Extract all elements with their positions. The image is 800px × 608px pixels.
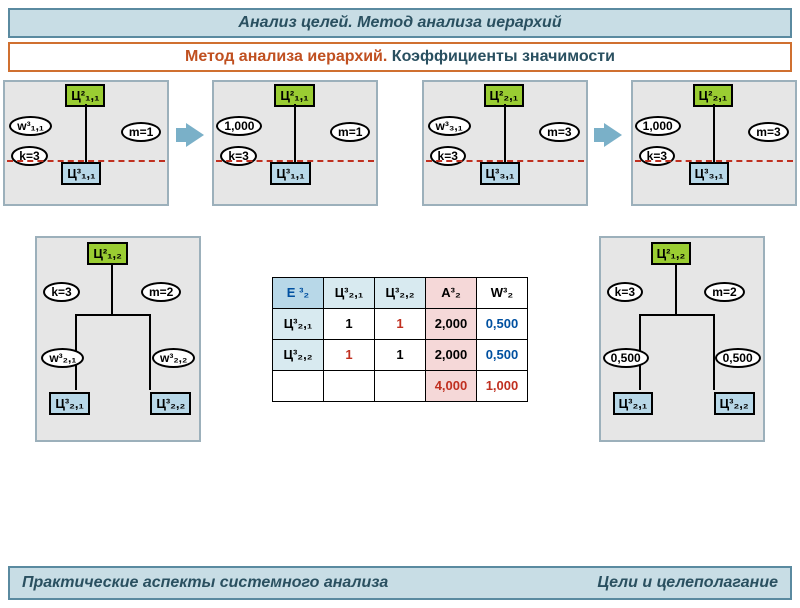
k-oval: k=3: [220, 146, 256, 166]
matrix-rh0: Ц³₂,₁: [272, 308, 323, 339]
matrix-h4: W³₂: [476, 277, 527, 308]
cell: 1: [323, 339, 374, 370]
title-bar: Анализ целей. Метод анализа иерархий: [8, 8, 792, 38]
footer-left: Практические аспекты системного анализа: [22, 574, 388, 592]
cell: 1: [323, 308, 374, 339]
cell: 1,000: [476, 370, 527, 401]
k-oval: k=3: [607, 282, 643, 302]
node-br: Ц³₂,₂: [150, 392, 191, 415]
m-oval: m=1: [330, 122, 370, 142]
node-bottom: Ц³₁,₁: [270, 162, 310, 185]
footer-bar: Практические аспекты системного анализа …: [8, 566, 792, 600]
k-oval: k=3: [11, 146, 47, 166]
node-bottom: Ц³₃,₁: [480, 162, 521, 185]
w-oval: w³₃,₁: [428, 116, 471, 136]
cell: 0,500: [476, 308, 527, 339]
wr-oval: w³₂,₂: [152, 348, 195, 368]
cell: [323, 370, 374, 401]
m-oval: m=2: [141, 282, 181, 302]
cell: 1: [374, 339, 425, 370]
w-oval: w³₁,₁: [9, 116, 52, 136]
footer-right: Цели и целеполагание: [597, 574, 778, 592]
panel-tree-left: Ц²₁,₂ k=3 m=2 w³₂,₁ w³₂,₂ Ц³₂,₁ Ц³₂,₂: [35, 236, 201, 442]
matrix-h3: A³₂: [425, 277, 476, 308]
arrow-icon: [604, 123, 622, 147]
wl-oval: w³₂,₁: [41, 348, 84, 368]
panel-1: Ц²₁,₁ w³₁,₁ m=1 k=3 Ц³₁,₁: [3, 80, 169, 206]
node-top: Ц²₁,₂: [87, 242, 128, 265]
wr-oval: 0,500: [715, 348, 761, 368]
comparison-matrix: E ³₂ Ц³₂,₁ Ц³₂,₂ A³₂ W³₂ Ц³₂,₁ 1 1 2,000…: [272, 277, 528, 402]
cell: 1: [374, 308, 425, 339]
subtitle-part1: Метод анализа иерархий.: [185, 48, 387, 65]
cell: [374, 370, 425, 401]
wl-oval: 0,500: [603, 348, 649, 368]
subtitle-bar: Метод анализа иерархий. Коэффициенты зна…: [8, 42, 792, 72]
k-oval: k=3: [430, 146, 466, 166]
cell: 2,000: [425, 339, 476, 370]
node-bl: Ц³₂,₁: [49, 392, 90, 415]
matrix-h2: Ц³₂,₂: [374, 277, 425, 308]
arrow-icon: [186, 123, 204, 147]
m-oval: m=3: [539, 122, 579, 142]
node-br: Ц³₂,₂: [714, 392, 755, 415]
matrix-rh2: [272, 370, 323, 401]
w-oval: 1,000: [635, 116, 681, 136]
matrix-h1: Ц³₂,₁: [323, 277, 374, 308]
cell: 0,500: [476, 339, 527, 370]
k-oval: k=3: [43, 282, 79, 302]
m-oval: m=2: [704, 282, 744, 302]
node-bottom: Ц³₃,₁: [689, 162, 730, 185]
panel-4: Ц²₂,₁ 1,000 m=3 k=3 Ц³₃,₁: [631, 80, 797, 206]
node-top: Ц²₁,₂: [651, 242, 692, 265]
m-oval: m=1: [121, 122, 161, 142]
cell: 4,000: [425, 370, 476, 401]
w-oval: 1,000: [216, 116, 262, 136]
m-oval: m=3: [748, 122, 788, 142]
panel-3: Ц²₂,₁ w³₃,₁ m=3 k=3 Ц³₃,₁: [422, 80, 588, 206]
matrix-h0: E ³₂: [272, 277, 323, 308]
panel-tree-right: Ц²₁,₂ k=3 m=2 0,500 0,500 Ц³₂,₁ Ц³₂,₂: [599, 236, 765, 442]
node-bl: Ц³₂,₁: [613, 392, 654, 415]
subtitle-part2: Коэффициенты значимости: [392, 48, 615, 65]
cell: 2,000: [425, 308, 476, 339]
panel-2: Ц²₁,₁ 1,000 m=1 k=3 Ц³₁,₁: [212, 80, 378, 206]
node-bottom: Ц³₁,₁: [61, 162, 101, 185]
matrix-rh1: Ц³₂,₂: [272, 339, 323, 370]
k-oval: k=3: [639, 146, 675, 166]
